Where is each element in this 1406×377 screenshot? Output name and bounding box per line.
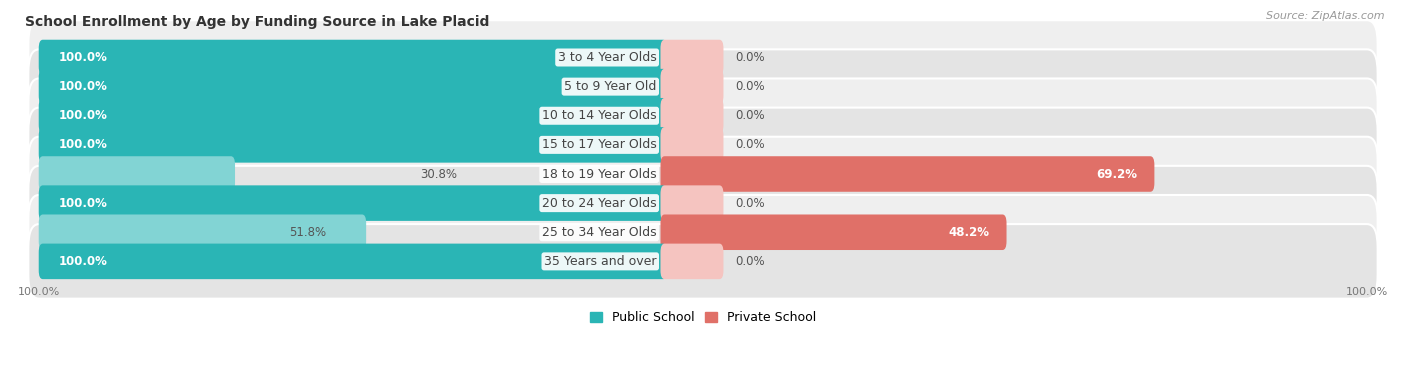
FancyBboxPatch shape xyxy=(39,215,366,250)
Text: 20 to 24 Year Olds: 20 to 24 Year Olds xyxy=(541,197,657,210)
Text: 3 to 4 Year Olds: 3 to 4 Year Olds xyxy=(558,51,657,64)
FancyBboxPatch shape xyxy=(28,78,1378,153)
FancyBboxPatch shape xyxy=(39,244,666,279)
Text: 0.0%: 0.0% xyxy=(735,109,765,122)
Text: 69.2%: 69.2% xyxy=(1097,167,1137,181)
Text: 35 Years and over: 35 Years and over xyxy=(544,255,657,268)
Text: 48.2%: 48.2% xyxy=(948,226,990,239)
FancyBboxPatch shape xyxy=(39,185,666,221)
Text: 0.0%: 0.0% xyxy=(735,255,765,268)
Text: Source: ZipAtlas.com: Source: ZipAtlas.com xyxy=(1267,11,1385,21)
Text: 15 to 17 Year Olds: 15 to 17 Year Olds xyxy=(541,138,657,152)
FancyBboxPatch shape xyxy=(661,215,1007,250)
FancyBboxPatch shape xyxy=(28,166,1378,241)
Text: 100.0%: 100.0% xyxy=(59,51,107,64)
Legend: Public School, Private School: Public School, Private School xyxy=(585,307,821,329)
Text: 0.0%: 0.0% xyxy=(735,138,765,152)
FancyBboxPatch shape xyxy=(661,98,724,133)
Text: 100.0%: 100.0% xyxy=(59,197,107,210)
FancyBboxPatch shape xyxy=(39,69,666,104)
FancyBboxPatch shape xyxy=(28,20,1378,95)
FancyBboxPatch shape xyxy=(661,156,1154,192)
Text: 100.0%: 100.0% xyxy=(59,109,107,122)
FancyBboxPatch shape xyxy=(28,49,1378,124)
FancyBboxPatch shape xyxy=(39,156,235,192)
Text: 10 to 14 Year Olds: 10 to 14 Year Olds xyxy=(541,109,657,122)
Text: 5 to 9 Year Old: 5 to 9 Year Old xyxy=(564,80,657,93)
Text: 25 to 34 Year Olds: 25 to 34 Year Olds xyxy=(541,226,657,239)
FancyBboxPatch shape xyxy=(39,127,666,162)
FancyBboxPatch shape xyxy=(28,137,1378,211)
FancyBboxPatch shape xyxy=(28,195,1378,270)
Text: 100.0%: 100.0% xyxy=(59,80,107,93)
FancyBboxPatch shape xyxy=(661,127,724,162)
FancyBboxPatch shape xyxy=(39,98,666,133)
Text: 0.0%: 0.0% xyxy=(735,80,765,93)
FancyBboxPatch shape xyxy=(28,107,1378,182)
Text: 100.0%: 100.0% xyxy=(59,255,107,268)
Text: 100.0%: 100.0% xyxy=(59,138,107,152)
FancyBboxPatch shape xyxy=(661,244,724,279)
FancyBboxPatch shape xyxy=(39,40,666,75)
FancyBboxPatch shape xyxy=(661,69,724,104)
FancyBboxPatch shape xyxy=(661,185,724,221)
Text: 30.8%: 30.8% xyxy=(420,167,457,181)
Text: 0.0%: 0.0% xyxy=(735,51,765,64)
Text: 18 to 19 Year Olds: 18 to 19 Year Olds xyxy=(541,167,657,181)
FancyBboxPatch shape xyxy=(661,40,724,75)
Text: School Enrollment by Age by Funding Source in Lake Placid: School Enrollment by Age by Funding Sour… xyxy=(25,15,489,29)
Text: 51.8%: 51.8% xyxy=(290,226,326,239)
FancyBboxPatch shape xyxy=(28,224,1378,299)
Text: 0.0%: 0.0% xyxy=(735,197,765,210)
